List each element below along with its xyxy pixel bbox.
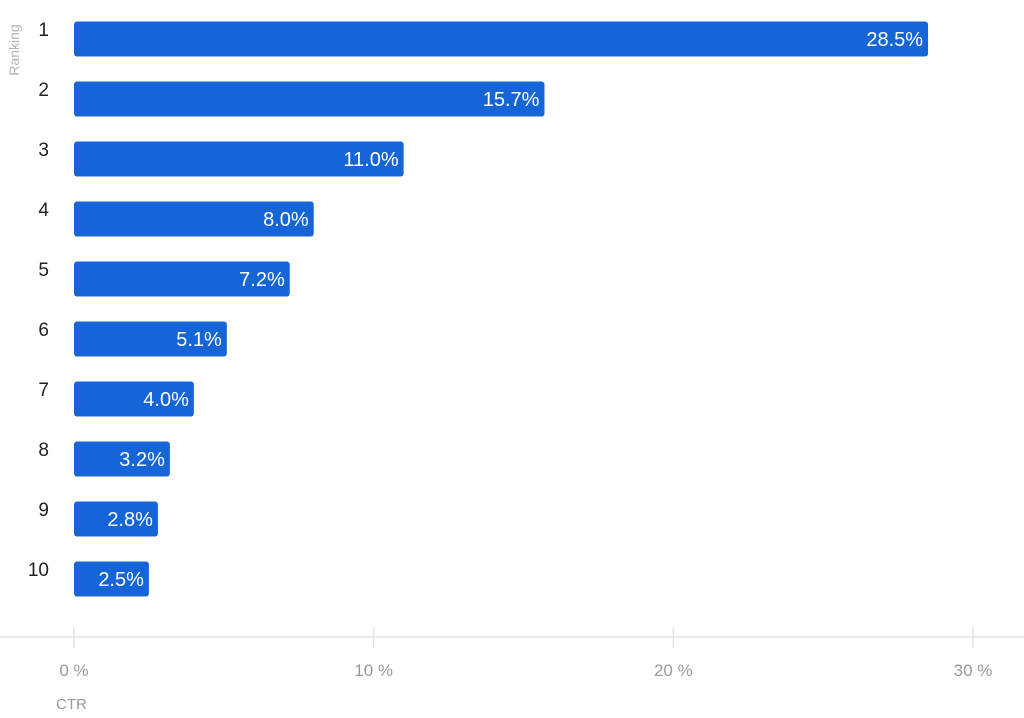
y-axis-title: Ranking — [6, 24, 22, 75]
x-axis-ticks: 0 % 10 % 20 % 30 % — [59, 627, 992, 680]
bar-value-label: 2.5% — [98, 569, 144, 591]
bar — [74, 21, 929, 57]
y-axis-title-group: Ranking — [6, 24, 22, 75]
bar-value-label: 7.2% — [239, 269, 285, 291]
category-label: 1 — [38, 20, 49, 41]
category-label: 3 — [38, 140, 49, 161]
bar — [74, 321, 227, 357]
category-label: 8 — [38, 440, 49, 461]
bar — [74, 561, 149, 597]
bars-group: 1 28.5% 2 15.7% 3 11.0% 4 8.0% 5 7.2% 6 5.1% 7 4.0% 8 3… — [28, 20, 929, 597]
bar-value-label: 5.1% — [176, 329, 222, 351]
bar — [74, 501, 158, 537]
bar — [74, 261, 290, 297]
category-label: 9 — [38, 500, 49, 521]
x-tick-label: 20 % — [654, 661, 693, 680]
bar — [74, 381, 194, 417]
x-tick-label: 0 % — [59, 661, 88, 680]
bar-value-label: 11.0% — [343, 149, 398, 171]
bar-value-label: 3.2% — [119, 449, 165, 471]
bar-value-label: 15.7% — [483, 89, 540, 111]
category-label: 7 — [38, 380, 49, 401]
x-axis-title: CTR — [56, 696, 87, 713]
category-label: 4 — [38, 200, 49, 221]
category-label: 10 — [28, 560, 49, 581]
bar-value-label: 2.8% — [107, 509, 153, 531]
bar-value-label: 4.0% — [143, 389, 189, 411]
category-label: 6 — [38, 320, 49, 341]
category-label: 2 — [38, 80, 49, 101]
bar — [74, 141, 404, 177]
x-tick-label: 10 % — [354, 661, 393, 680]
category-label: 5 — [38, 260, 49, 281]
bar — [74, 201, 314, 237]
bar — [74, 81, 545, 117]
x-tick-label: 30 % — [954, 661, 993, 680]
bar-value-label: 28.5% — [866, 29, 923, 51]
bar — [74, 441, 170, 477]
bar-value-label: 8.0% — [263, 209, 309, 231]
